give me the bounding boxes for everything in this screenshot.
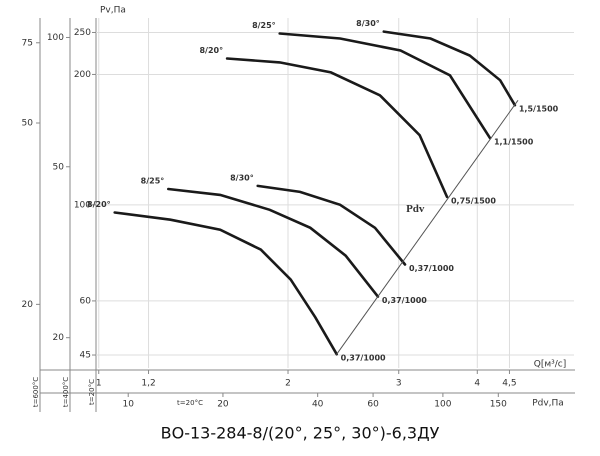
end-label: 0,37/1000: [382, 296, 427, 305]
y3-axis-label: t=600°C: [32, 377, 40, 407]
x2-tick-label: 10: [122, 400, 134, 410]
x-axis-label: Q[м³/с]: [534, 360, 566, 370]
x2-tick-label: 40: [312, 400, 324, 410]
y-tick-label: 45: [80, 351, 91, 361]
x-tick-label: 3: [396, 379, 402, 389]
end-label: 1,1/1500: [494, 138, 534, 147]
curve: [256, 184, 407, 266]
end-label: 0,75/1500: [451, 196, 496, 205]
end-label: 0,37/1000: [409, 264, 454, 273]
x2-note: t=20°C: [177, 399, 203, 407]
x2-axis-label: Pdv,Па: [532, 399, 564, 409]
x-tick-label: 1,2: [141, 379, 155, 389]
end-label: 0,37/1000: [341, 354, 386, 363]
series-label: 8/20°: [87, 200, 111, 209]
y2-tick-label: 100: [47, 33, 64, 43]
curve: [113, 211, 338, 356]
y-tick-label: 60: [80, 296, 92, 306]
y-tick-label: 200: [74, 70, 91, 80]
y2-tick-label: 20: [53, 333, 65, 343]
curve: [382, 30, 517, 107]
x-tick-label: 4: [474, 379, 480, 389]
reference-line: [336, 100, 519, 355]
series-label: 8/30°: [230, 173, 254, 182]
y3-tick-label: 75: [22, 38, 33, 48]
curve: [167, 187, 380, 298]
series-label: 8/30°: [356, 19, 380, 28]
y3-tick-label: 50: [22, 119, 34, 129]
y2-tick-label: 50: [53, 162, 65, 172]
y-axis-label: Pv,Па: [100, 6, 126, 16]
x-tick-label: 4,5: [502, 379, 516, 389]
x2-tick-label: 150: [490, 400, 507, 410]
x2-tick-label: 20: [217, 400, 229, 410]
y-tick-label: 100: [74, 200, 91, 210]
x2-tick-label: 60: [367, 400, 379, 410]
x-tick-label: 2: [285, 379, 291, 389]
series-label: 8/20°: [199, 46, 223, 55]
series-label: 8/25°: [252, 21, 276, 30]
curve: [225, 57, 449, 199]
x2-tick-label: 100: [434, 400, 451, 410]
chart-title: ВО-13-284-8/(20°, 25°, 30°)-6,3ДУ: [161, 424, 440, 443]
series-label: 8/25°: [141, 176, 165, 185]
y2-axis-label: t=400°C: [62, 377, 70, 407]
curve: [278, 32, 492, 140]
series-label: Pdv: [406, 203, 425, 215]
y3-tick-label: 20: [22, 300, 34, 310]
x-tick-label: 1: [96, 379, 102, 389]
end-label: 1,5/1500: [519, 105, 559, 114]
y-tick-label: 250: [74, 28, 91, 38]
y-note: t=20°C: [88, 379, 96, 405]
